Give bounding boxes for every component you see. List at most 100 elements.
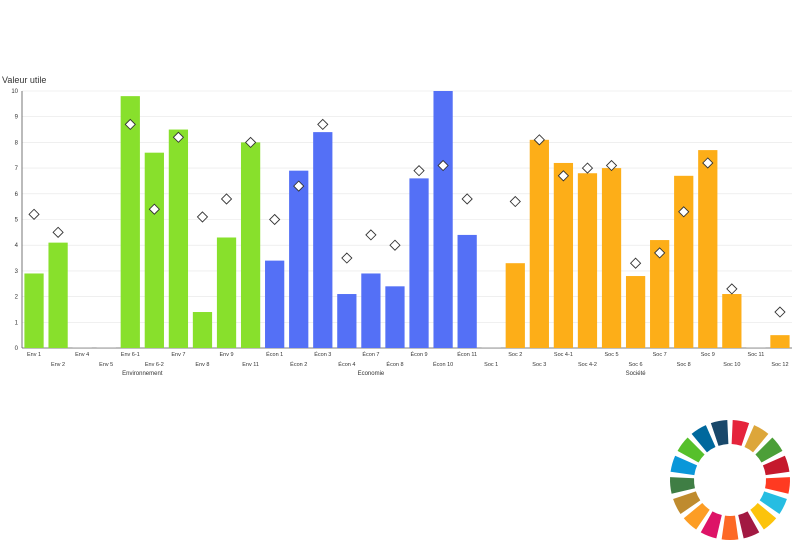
marker-Écon 1 [269, 213, 281, 226]
x-tick-label: Soc 9 [701, 352, 715, 358]
x-tick-label: Soc 10 [723, 362, 740, 368]
bar-Env 9 [216, 237, 237, 348]
x-tick-label: Écon 9 [410, 351, 427, 358]
x-tick-label: Env 11 [242, 362, 259, 368]
y-tick-label: 1 [15, 320, 19, 326]
marker-Env 8 [196, 211, 209, 223]
x-tick-label: Soc 11 [748, 352, 765, 358]
sdg-wheel-logo [670, 420, 790, 540]
sdg-wheel-segment [700, 511, 722, 539]
bar-Écon 3 [313, 132, 333, 348]
bar-Soc 4-1 [553, 162, 574, 348]
x-tick-label: Écon 7 [362, 351, 379, 358]
marker-Soc 12 [774, 306, 786, 318]
marker-Env 9 [220, 193, 233, 205]
x-tick-label: Env 8 [195, 362, 209, 368]
y-axis-ticks: 0 1 2 3 4 5 6 7 8 9 10 [11, 89, 18, 352]
bar-Soc 8 [674, 175, 694, 348]
marker-Écon 10 [437, 159, 449, 172]
sdg-wheel-segment [755, 437, 783, 463]
marker-Env 2 [52, 226, 64, 238]
y-tick-label: 3 [15, 269, 19, 275]
y-tick-label: 2 [15, 295, 19, 301]
marker-Écon 8 [389, 239, 401, 251]
bar-Env 4 [72, 347, 92, 348]
group-labels: Environnement Economie Société [122, 371, 646, 377]
sdg-wheel-segment [765, 477, 790, 494]
sdg-wheel-segment [731, 420, 750, 446]
x-tick-label: Soc 5 [604, 352, 618, 358]
marker-Écon 3 [317, 118, 329, 131]
y-tick-label: 0 [15, 346, 19, 352]
marker-Écon 4 [341, 252, 353, 264]
bar-Écon 9 [409, 178, 429, 348]
bar-Écon 7 [361, 273, 381, 348]
x-tick-label: Soc 4-2 [578, 362, 597, 368]
x-tick-label: Soc 1 [484, 362, 498, 368]
bar-Soc 10 [722, 294, 742, 348]
sdg-wheel-segment [710, 420, 729, 446]
bar-Env 6-1 [120, 96, 140, 348]
bar-Env 6-2 [144, 152, 164, 348]
sdg-wheel-segment [683, 502, 710, 530]
bar-Env 2 [48, 242, 68, 348]
marker-Écon 11 [461, 193, 473, 205]
sdg-wheel-segment [677, 437, 705, 463]
bar-Env 5 [96, 347, 116, 348]
marker-Soc 9 [702, 157, 714, 169]
x-tick-label: Soc 4-1 [554, 352, 573, 358]
bar-Env 8 [192, 312, 213, 348]
marker-Écon 9 [413, 165, 425, 177]
x-tick-label: Écon 4 [338, 361, 355, 368]
x-tick-label: Env 2 [51, 362, 65, 368]
group-label: Environnement [122, 371, 163, 377]
x-tick-label: Écon 10 [433, 361, 453, 368]
marker-Écon 2 [293, 180, 305, 192]
sdg-wheel-segment [762, 455, 790, 476]
x-tick-label: Soc 3 [532, 362, 546, 368]
y-tick-label: 8 [15, 140, 19, 146]
marker-Env 7 [172, 131, 185, 143]
x-tick-label: Env 4 [75, 352, 89, 358]
bar-Écon 8 [385, 286, 405, 348]
bar-Écon 2 [289, 170, 309, 348]
group-label: Economie [358, 371, 385, 377]
bar-Écon 10 [433, 91, 453, 348]
sdg-wheel-segment [759, 491, 787, 514]
sdg-wheel-segment [744, 425, 769, 453]
bar-Env 1 [24, 273, 44, 348]
x-tick-label: Soc 7 [653, 352, 667, 358]
y-axis-label: Valeur utile [2, 75, 46, 85]
sdg-wheel-segment [670, 455, 698, 476]
x-tick-label: Env 6-2 [145, 362, 164, 368]
x-tick-label: Env 6-1 [121, 352, 140, 358]
marker-Env 6-2 [148, 203, 160, 215]
marker-Soc 3 [533, 134, 545, 146]
marker-Env 11 [244, 136, 257, 149]
bar-Soc 3 [529, 139, 549, 348]
sdg-wheel-segment [721, 515, 739, 540]
bar-Soc 6 [625, 276, 646, 348]
y-tick-label: 7 [15, 166, 19, 172]
x-tick-label: Env 5 [99, 362, 113, 368]
bar-Écon 1 [265, 260, 285, 348]
marker-Écon 7 [365, 229, 377, 241]
bar-Soc 5 [601, 168, 622, 348]
sdg-wheel-segment [738, 511, 760, 539]
x-tick-label: Écon 3 [314, 351, 331, 358]
marker-Env 1 [28, 208, 40, 220]
marker-Env 6-1 [124, 118, 136, 131]
x-tick-label: Soc 6 [629, 362, 643, 368]
bars [24, 91, 790, 348]
x-tick-label: Soc 12 [771, 362, 788, 368]
bar-Soc 4-2 [577, 173, 598, 348]
x-tick-label: Écon 8 [386, 361, 403, 368]
marker-Soc 10 [726, 283, 738, 295]
sdg-wheel-segment [691, 425, 716, 453]
x-tick-label: Env 1 [27, 352, 41, 358]
bar-Soc 2 [505, 263, 525, 348]
x-tick-label: Écon 1 [266, 351, 283, 358]
y-tick-label: 5 [15, 218, 19, 224]
y-tick-label: 10 [11, 89, 18, 95]
